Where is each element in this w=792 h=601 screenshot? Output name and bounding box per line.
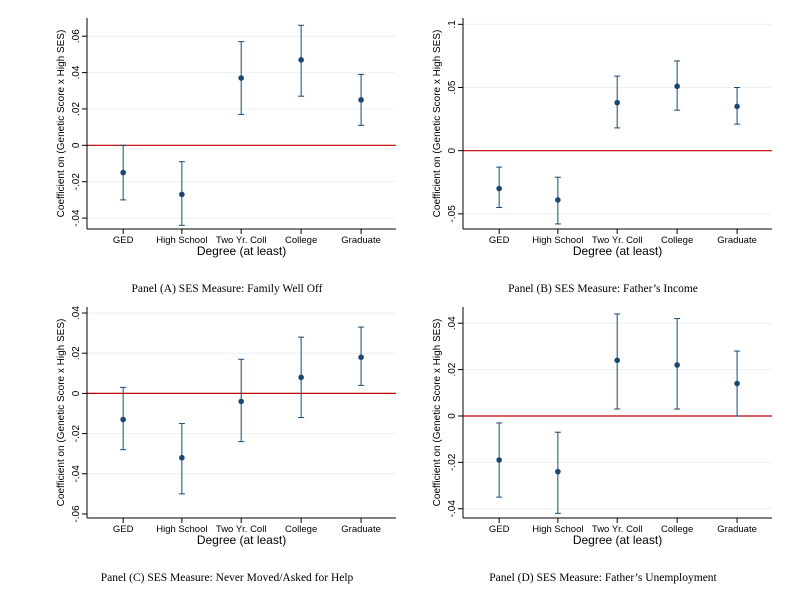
ytick-label-b-2: .05 (447, 80, 458, 94)
xtick-label-b-4: Graduate (717, 235, 757, 246)
ytick-label-d-3: .02 (447, 362, 458, 376)
ytick-label-a-2: 0 (71, 142, 82, 148)
x-axis-title-d: Degree (at least) (573, 533, 662, 547)
xtick-label-d-3: College (661, 524, 693, 535)
y-axis-title-a: Coefficient on (Genetic Score x High SES… (56, 30, 67, 218)
xtick-label-a-4: Graduate (341, 235, 381, 246)
xtick-label-b-1: High School (532, 235, 583, 246)
xtick-label-a-0: GED (113, 235, 134, 246)
ytick-label-c-3: 0 (71, 390, 82, 396)
xtick-label-a-1: High School (156, 235, 207, 246)
point-c-4 (358, 354, 364, 361)
ytick-label-a-5: .06 (71, 29, 82, 43)
point-c-1 (179, 454, 185, 461)
point-d-2 (614, 357, 620, 364)
xtick-label-d-1: High School (532, 524, 583, 535)
panel-caption-b: Panel (B) SES Measure: Father’s Income (508, 283, 698, 295)
point-d-4 (734, 380, 740, 387)
point-b-4 (734, 103, 740, 110)
ytick-label-d-0: -.04 (447, 500, 458, 518)
y-axis-title-d: Coefficient on (Genetic Score x High SES… (432, 319, 443, 507)
point-a-4 (358, 97, 364, 103)
ytick-label-c-1: -.04 (71, 465, 82, 483)
xtick-label-b-0: GED (489, 235, 510, 246)
point-d-0 (496, 457, 502, 463)
xtick-label-d-4: Graduate (717, 524, 757, 535)
point-a-1 (179, 191, 185, 198)
panel-c: -.06 -.04 -.02 0 .02 .04 GED High School Two Yr.… (56, 306, 396, 584)
panel-b: -.05 0 .05 .1 GED High School Two Yr. Coll Coll… (432, 18, 772, 295)
y-axis-title-b: Coefficient on (Genetic Score x High SES… (432, 30, 443, 218)
point-d-3 (674, 362, 680, 368)
xtick-label-c-4: Graduate (341, 524, 381, 535)
xtick-label-b-2: Two Yr. Coll (592, 235, 643, 246)
ytick-label-d-2: 0 (447, 413, 458, 419)
ytick-label-b-0: -.05 (447, 205, 458, 223)
ytick-label-c-2: -.02 (71, 425, 82, 443)
panel-caption-a: Panel (A) SES Measure: Family Well Off (132, 283, 323, 295)
xtick-label-c-2: Two Yr. Coll (216, 524, 267, 535)
xtick-label-b-3: College (661, 235, 693, 246)
point-d-1 (555, 468, 561, 475)
ytick-label-c-0: -.06 (71, 505, 82, 523)
point-a-0 (120, 169, 126, 176)
ytick-label-b-3: .1 (447, 20, 458, 29)
xtick-label-c-0: GED (113, 524, 134, 535)
point-c-3 (298, 374, 304, 381)
xtick-label-c-3: College (285, 524, 317, 535)
xtick-label-a-3: College (285, 235, 317, 246)
ytick-label-a-1: -.02 (71, 173, 82, 191)
ytick-label-d-1: -.02 (447, 453, 458, 471)
panel-caption-c: Panel (C) SES Measure: Never Moved/Asked… (101, 572, 354, 584)
ytick-label-b-1: 0 (447, 147, 458, 153)
ytick-label-c-4: .02 (71, 346, 82, 360)
x-axis-title-a: Degree (at least) (197, 244, 286, 258)
xtick-label-a-2: Two Yr. Coll (216, 235, 267, 246)
panel-caption-d: Panel (D) SES Measure: Father’s Unemploy… (489, 572, 717, 584)
x-axis-title-b: Degree (at least) (573, 244, 662, 258)
xtick-label-d-0: GED (489, 524, 510, 535)
ytick-label-a-3: .02 (71, 102, 82, 116)
ytick-label-d-4: .04 (447, 316, 458, 330)
point-a-3 (298, 57, 304, 63)
point-c-2 (238, 398, 244, 405)
panel-d: -.04 -.02 0 .02 .04 GED High School Two Yr. Col… (432, 307, 772, 584)
ytick-label-a-0: -.04 (71, 209, 82, 227)
xtick-label-d-2: Two Yr. Coll (592, 524, 643, 535)
x-axis-title-c: Degree (at least) (197, 533, 286, 547)
y-axis-title-c: Coefficient on (Genetic Score x High SES… (56, 319, 67, 507)
ytick-label-c-5: .04 (71, 306, 82, 320)
xtick-label-c-1: High School (156, 524, 207, 535)
point-b-0 (496, 185, 502, 192)
point-c-0 (120, 416, 126, 423)
point-a-2 (238, 75, 244, 81)
point-b-2 (614, 99, 620, 106)
panel-a: -.04 -.02 0 .02 .04 .06 GED High School Two Yr. … (56, 18, 396, 295)
point-b-1 (555, 197, 561, 203)
ytick-label-a-4: .04 (71, 65, 82, 79)
point-b-3 (674, 83, 680, 90)
